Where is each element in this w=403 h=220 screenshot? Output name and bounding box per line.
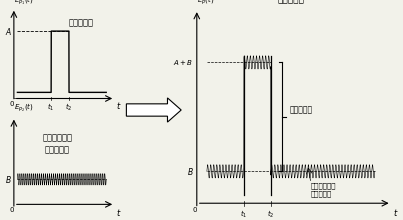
Text: $A+B$: $A+B$ [173,58,193,67]
Text: 传感脉冲光: 传感脉冲光 [69,19,94,28]
Polygon shape [127,98,181,122]
Text: $E_{p_1}(t)$: $E_{p_1}(t)$ [14,0,33,7]
Text: 0: 0 [192,207,197,213]
Text: $t_2$: $t_2$ [65,102,73,113]
Text: 传感脉冲光: 传感脉冲光 [289,106,312,115]
Text: 经微波调制的
脉冲基底光: 经微波调制的 脉冲基底光 [42,134,73,155]
Text: $t_1$: $t_1$ [48,102,55,113]
Text: $E_p(t)$: $E_p(t)$ [197,0,214,7]
Text: $A$: $A$ [5,26,12,37]
Text: $t_1$: $t_1$ [240,209,247,220]
Text: 经微波调制的
脉冲基底光: 经微波调制的 脉冲基底光 [311,182,337,197]
Text: 合成光信号: 合成光信号 [277,0,304,4]
Text: $B$: $B$ [187,166,193,177]
Text: 0: 0 [9,101,14,107]
Text: $t$: $t$ [116,207,122,218]
Text: $B$: $B$ [5,174,12,185]
Text: 0: 0 [9,207,14,213]
Text: $t_2$: $t_2$ [267,209,274,220]
Text: $E_{p_2}(t)$: $E_{p_2}(t)$ [14,102,33,114]
Text: $t$: $t$ [116,100,122,111]
Text: $t$: $t$ [393,207,399,218]
